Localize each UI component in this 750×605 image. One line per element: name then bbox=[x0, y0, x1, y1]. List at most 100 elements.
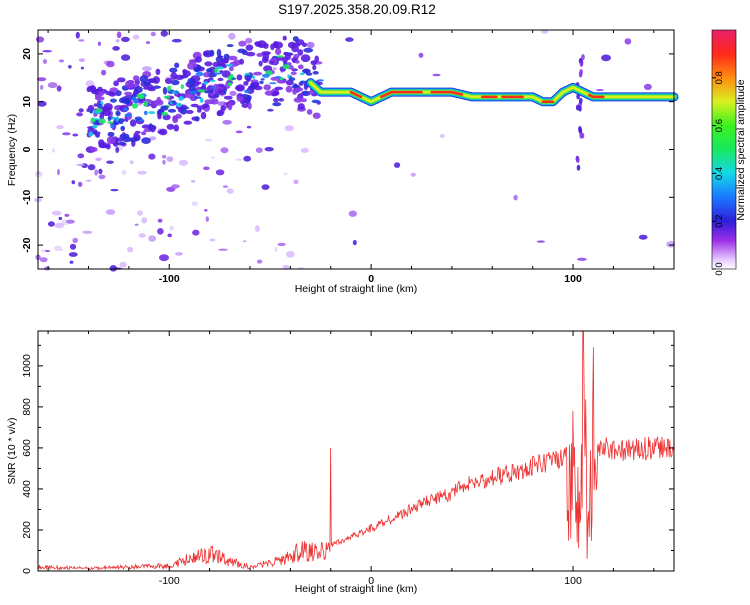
spectrogram-cloud-blob bbox=[241, 103, 249, 108]
spectrogram-hot-blob bbox=[178, 96, 184, 101]
spectrogram-noise-blob bbox=[39, 257, 48, 263]
snr-series-line bbox=[37, 330, 675, 572]
spectrogram-cloud-blob bbox=[196, 81, 202, 85]
spectrogram-cloud-blob bbox=[94, 131, 101, 136]
spectrogram-cloud-blob bbox=[270, 57, 279, 62]
spectrogram-cloud-blob bbox=[217, 109, 224, 117]
spectrogram-cloud-blob bbox=[237, 48, 246, 54]
spectrogram-hot-blob bbox=[96, 108, 103, 113]
spectrogram-noise-blob bbox=[42, 50, 52, 53]
spectrogram-noise-blob bbox=[228, 32, 236, 40]
spectrogram-noise-blob bbox=[162, 159, 166, 165]
spectrogram-noise-blob bbox=[192, 229, 200, 236]
spectrogram-hot-blob bbox=[107, 121, 114, 124]
spectrogram-noise-blob bbox=[211, 156, 215, 159]
spectrogram-cloud-blob bbox=[194, 116, 200, 122]
spectrogram-noise-blob bbox=[54, 222, 64, 229]
spectrogram-hot-blob bbox=[195, 71, 204, 77]
spectrogram-noise-blob bbox=[167, 233, 172, 238]
spectrogram-cloud-blob bbox=[98, 141, 107, 148]
spectrogram-noise-blob bbox=[66, 219, 75, 224]
spectrogram-cloud-blob bbox=[220, 105, 227, 111]
spectrogram-x-label: Height of straight line (km) bbox=[295, 283, 418, 295]
spectrogram-cloud-blob bbox=[223, 53, 230, 60]
colorbar-tick-label: 0.4 bbox=[714, 167, 725, 180]
spectrogram-noise-blob bbox=[601, 54, 611, 62]
colorbar-ticks: 0.00.20.40.60.8 bbox=[711, 29, 737, 276]
spectrogram-cloud-blob bbox=[275, 47, 282, 56]
spectrogram-cloud-blob bbox=[101, 110, 112, 116]
spectrogram-noise-blob bbox=[284, 125, 294, 132]
snr-x-tick-label: 0 bbox=[368, 575, 374, 587]
spectrogram-cloud-blob bbox=[152, 85, 161, 89]
spectrogram-noise-blob bbox=[98, 168, 103, 175]
spectrogram-x-tick-label: -100 bbox=[159, 273, 180, 285]
spectrogram-noise-blob bbox=[261, 184, 270, 190]
spectrogram-noise-blob bbox=[58, 59, 65, 63]
spectrogram-hot-blob bbox=[138, 119, 145, 122]
spectrogram-noise-blob bbox=[283, 172, 288, 175]
spectrogram-noise-blob bbox=[56, 125, 64, 130]
spectrogram-cloud-blob bbox=[295, 87, 304, 92]
spectrogram-cloud-blob bbox=[256, 52, 263, 57]
spectrogram-cloud-blob bbox=[303, 47, 314, 53]
spectrogram-cloud-blob bbox=[162, 114, 171, 121]
spectrogram-hot-blob bbox=[174, 90, 180, 94]
spectrogram-noise-blob bbox=[242, 240, 247, 243]
spectrogram-cloud-blob bbox=[158, 128, 168, 136]
spectrogram-noise-blob bbox=[137, 210, 143, 216]
spectrogram-hot-blob bbox=[180, 84, 184, 90]
spectrogram-blobs bbox=[33, 29, 676, 272]
spectrogram-noise-blob bbox=[218, 248, 228, 251]
spectrogram-noise-blob bbox=[141, 66, 152, 72]
spectrogram-noise-blob bbox=[169, 225, 175, 231]
spectrogram-noise-blob bbox=[85, 179, 92, 182]
spectrogram-hot-blob bbox=[161, 105, 169, 109]
spectrogram-cloud-blob bbox=[169, 67, 178, 73]
spectrogram-cloud-blob bbox=[247, 102, 252, 110]
spectrogram-hot-blob bbox=[93, 118, 100, 121]
spectrogram-cloud-blob bbox=[182, 70, 191, 77]
spectrogram-hot-blob bbox=[167, 85, 172, 92]
spectrogram-cloud-blob bbox=[300, 54, 311, 63]
spectrogram-noise-blob bbox=[76, 112, 83, 117]
spectrogram-cloud-blob bbox=[273, 97, 279, 103]
spectrogram-cloud-blob bbox=[310, 60, 317, 66]
spectrogram-noise-blob bbox=[157, 218, 163, 223]
spectrogram-cloud-blob bbox=[236, 96, 244, 102]
spectrogram-hot-blob bbox=[110, 123, 115, 129]
spectrogram-noise-blob bbox=[35, 36, 45, 43]
spectrogram-noise-blob bbox=[175, 252, 183, 256]
spectrogram-cloud-blob bbox=[124, 91, 133, 96]
spectrogram-noise-blob bbox=[64, 213, 70, 217]
spectrogram-noise-blob bbox=[255, 147, 263, 153]
spectrogram-hot-blob bbox=[274, 76, 282, 79]
spectrogram-cloud-blob bbox=[273, 41, 284, 49]
spectrogram-cloud-blob bbox=[155, 68, 161, 76]
spectrogram-noise-blob bbox=[577, 257, 587, 261]
spectrogram-hot-blob bbox=[187, 80, 194, 85]
spectrogram-noise-blob bbox=[624, 38, 632, 45]
spectrogram-cloud-blob bbox=[253, 71, 263, 76]
spectrogram-cloud-blob bbox=[203, 51, 208, 56]
spectrogram-noise-blob bbox=[115, 146, 120, 153]
spectrogram-ridge-peak bbox=[587, 93, 605, 99]
spectrogram-noise-blob bbox=[595, 89, 604, 91]
spectrogram-noise-blob bbox=[204, 209, 208, 212]
spectrogram-hot-blob bbox=[107, 116, 112, 122]
spectrogram-cloud-blob bbox=[171, 79, 180, 86]
spectrogram-cloud-blob bbox=[107, 131, 115, 137]
spectrogram-cloud-blob bbox=[271, 92, 277, 97]
spectrogram-y-tick-label: -20 bbox=[21, 237, 33, 252]
spectrogram-cloud-blob bbox=[272, 102, 282, 107]
spectrogram-ridge-peak bbox=[379, 90, 423, 99]
spectrogram-noise-blob bbox=[97, 41, 101, 46]
spectrogram-cloud-blob bbox=[141, 137, 151, 145]
spectrogram-cloud-blob bbox=[133, 75, 140, 82]
spectrogram-noise-blob bbox=[243, 155, 252, 162]
colorbar-tick-label: 0.6 bbox=[714, 119, 725, 132]
spectrogram-noise-blob bbox=[278, 98, 285, 102]
spectrogram-cloud-blob bbox=[113, 80, 119, 87]
spectrogram-cloud-blob bbox=[166, 123, 175, 130]
spectrogram-ridge-peak bbox=[430, 90, 464, 96]
